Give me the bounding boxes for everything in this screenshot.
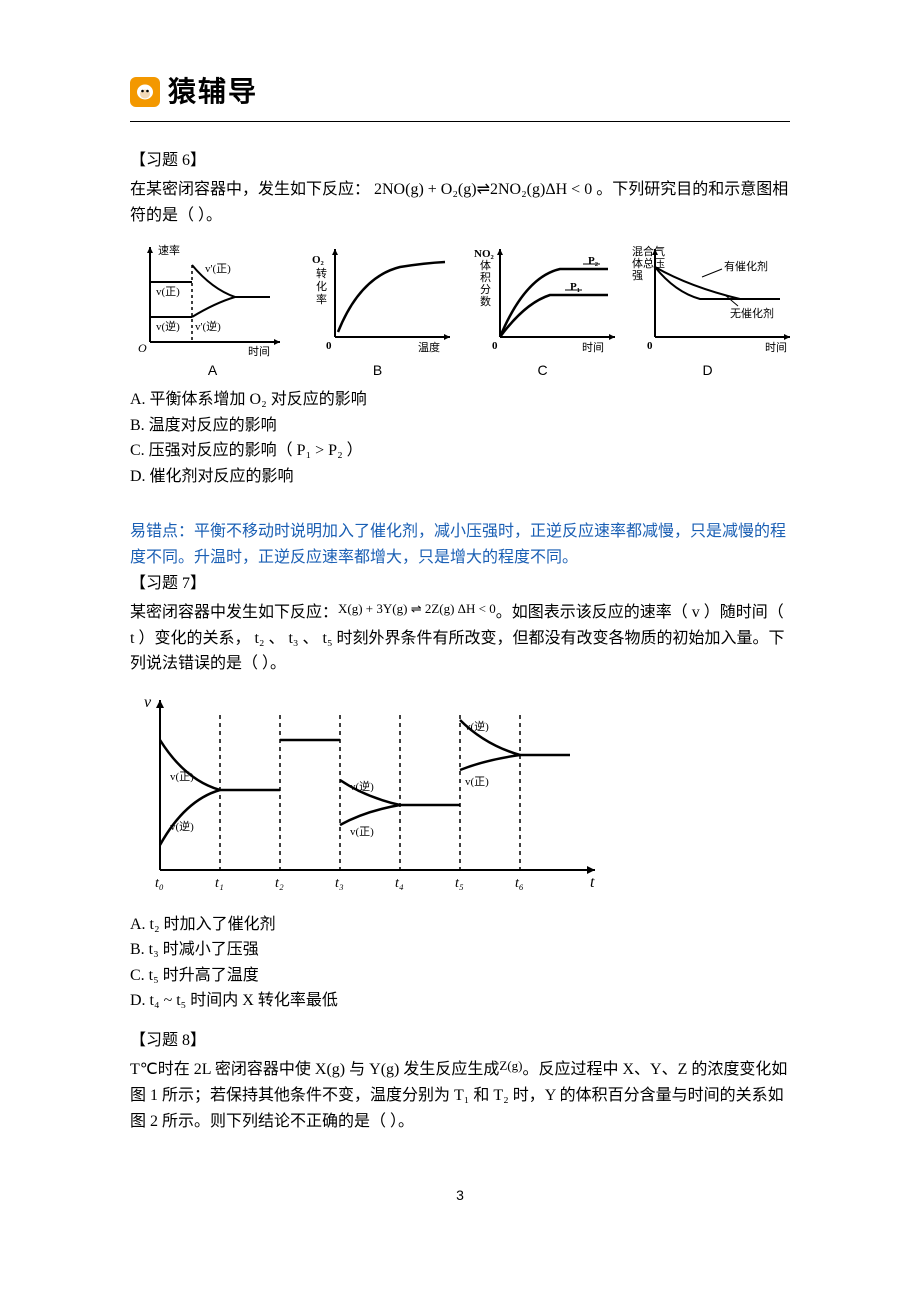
tick-label: t₃ [335, 876, 344, 891]
q6-chart-a: 速率 时间 O v(正) v(逆) v'(正) v'(逆) [130, 237, 290, 357]
curve-label: v'(逆) [195, 319, 221, 333]
label-b: B [295, 359, 460, 381]
q7-title: 【习题 7】 [130, 571, 790, 597]
axis-label: 体总压 [632, 256, 665, 270]
tick-label: t₂ [275, 876, 284, 891]
q7-option-d: D. t₄ ~ t₅ 时间内 X 转化率最低 [130, 988, 790, 1014]
axis-label: 体 [480, 258, 491, 272]
curve-label: v(正) [465, 776, 489, 788]
curve-label: 有催化剂 [724, 259, 768, 273]
label-a: A [130, 359, 295, 381]
label-c: C [460, 359, 625, 381]
monkey-icon [130, 77, 160, 107]
curve-label: v(逆) [465, 719, 489, 733]
axis-label: 混合气 [632, 244, 665, 258]
origin-label: 0 [326, 340, 332, 352]
axis-label: 速率 [158, 243, 180, 257]
origin-label: O [138, 341, 147, 355]
q6-chart-labels: A B C D [130, 359, 790, 381]
q7-body-pre: 某密闭容器中发生如下反应： [130, 604, 338, 621]
q7-body: 某密闭容器中发生如下反应：X(g) + 3Y(g) ⇌ 2Z(g) ΔH < 0… [130, 600, 790, 677]
axis-label: 率 [316, 292, 327, 306]
label-d: D [625, 359, 790, 381]
origin-label: 0 [492, 340, 498, 352]
curve-label: P₂ [588, 255, 599, 267]
q7-option-a: A. t₂ 时加入了催化剂 [130, 912, 790, 938]
axis-label: O₂ [312, 254, 325, 266]
page-number: 3 [130, 1184, 790, 1206]
x-axis-label: t [590, 874, 595, 891]
curve-label: v(逆) [170, 819, 194, 833]
note-67: 易错点：平衡不移动时说明加入了催化剂，减小压强时，正逆反应速率都减慢，只是减慢的… [130, 519, 790, 570]
tick-label: t₄ [395, 876, 404, 891]
q6-chart-b: O₂ 转 化 率 温度 0 [300, 237, 460, 357]
axis-label: 积 [480, 271, 491, 284]
origin-label: 0 [647, 340, 653, 352]
q6-chart-c: NO₂ 体 积 分 数 时间 0 P₂ P₁ [470, 237, 620, 357]
axis-label: 化 [316, 279, 327, 293]
q6-title: 【习题 6】 [130, 148, 790, 174]
curve-label: v(正) [156, 286, 180, 298]
q7-options: A. t₂ 时加入了催化剂 B. t₃ 时减小了压强 C. t₅ 时升高了温度 … [130, 912, 790, 1014]
y-axis-label: v [144, 694, 152, 711]
axis-label: 强 [632, 270, 643, 282]
q8-body: T℃时在 2L 密闭容器中使 X(g) 与 Y(g) 发生反应生成Z(g)。反应… [130, 1057, 790, 1134]
curve-label: v(逆) [156, 319, 180, 333]
tick-label: t₆ [515, 876, 524, 891]
curve-label: v'(正) [205, 263, 231, 275]
q6-option-d: D. 催化剂对反应的影响 [130, 464, 790, 490]
curve-label: v(正) [350, 826, 374, 838]
curve-label: v(正) [170, 771, 194, 783]
axis-label: 时间 [765, 341, 787, 354]
q7-option-b: B. t₃ 时减小了压强 [130, 937, 790, 963]
axis-label: 分 [480, 283, 491, 296]
q8-eq: Z(g) [499, 1058, 522, 1073]
q7-graph: v t t₀ t₁ t₂ t₃ t₄ t₅ t₆ v(正) v(逆) [130, 685, 790, 904]
curve-label: P₁ [570, 281, 580, 293]
q6-option-a: A. 平衡体系增加 O₂ 对反应的影响 [130, 387, 790, 413]
q6-option-b: B. 温度对反应的影响 [130, 413, 790, 439]
curve-label: v(逆) [350, 779, 374, 793]
q6-options: A. 平衡体系增加 O₂ 对反应的影响 B. 温度对反应的影响 C. 压强对反应… [130, 387, 790, 489]
axis-label: NO₂ [474, 248, 495, 260]
axis-label: 转 [316, 266, 327, 280]
q6-body: 在某密闭容器中，发生如下反应： 2NO(g) + O₂(g)⇌2NO₂(g)ΔH… [130, 177, 790, 228]
q6-charts: 速率 时间 O v(正) v(逆) v'(正) v'(逆) [130, 237, 790, 357]
curve-label: 无催化剂 [730, 306, 774, 320]
q8-title: 【习题 8】 [130, 1028, 790, 1054]
logo-text: 猿辅导 [168, 70, 258, 115]
axis-label: 时间 [582, 341, 604, 354]
q6-option-c: C. 压强对反应的影响（ P₁ > P₂ ） [130, 438, 790, 464]
tick-label: t₀ [155, 876, 164, 891]
logo: 猿辅导 [130, 70, 790, 115]
q7-option-c: C. t₅ 时升高了温度 [130, 963, 790, 989]
q6-chart-d: 混合气 体总压 强 时间 0 有催化剂 无催化剂 [630, 237, 800, 357]
axis-label: 时间 [248, 345, 270, 357]
tick-label: t₅ [455, 876, 464, 891]
axis-label: 数 [480, 295, 491, 308]
q7-eq: X(g) + 3Y(g) ⇌ 2Z(g) ΔH < 0 [338, 601, 496, 616]
header: 猿辅导 [130, 70, 790, 122]
q8-body-pre: T℃时在 2L 密闭容器中使 X(g) 与 Y(g) 发生反应生成 [130, 1061, 499, 1078]
axis-label: 温度 [418, 340, 440, 354]
tick-label: t₁ [215, 876, 224, 891]
page: 猿辅导 【习题 6】 在某密闭容器中，发生如下反应： 2NO(g) + O₂(g… [0, 0, 920, 1247]
